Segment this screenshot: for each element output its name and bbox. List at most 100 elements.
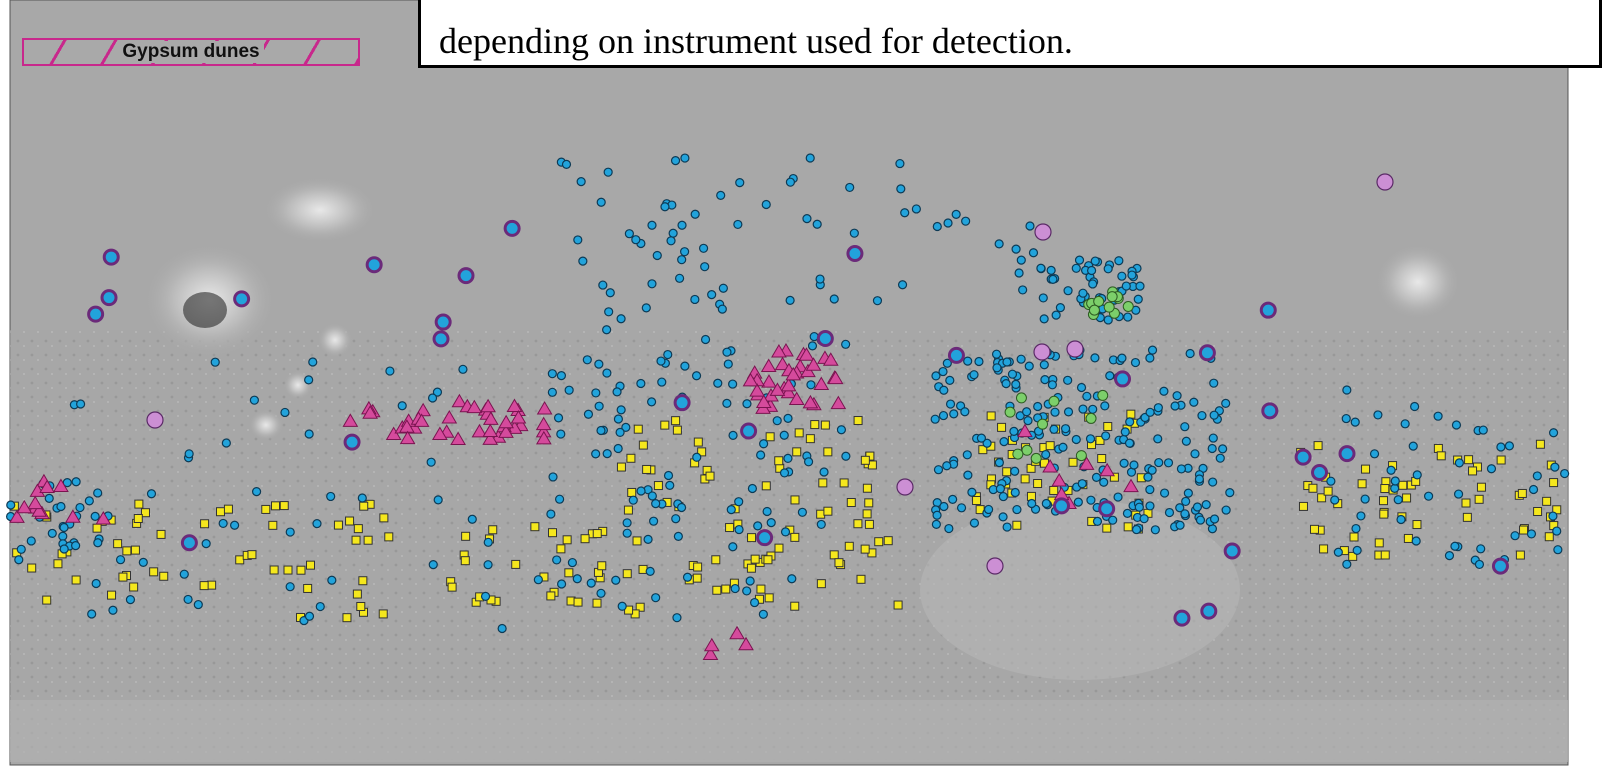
blue-marker xyxy=(185,450,193,458)
yellow-marker xyxy=(360,502,368,510)
blue-marker xyxy=(786,296,794,304)
blue-marker xyxy=(1029,249,1037,257)
yellow-marker xyxy=(334,521,342,529)
yellow-marker xyxy=(806,435,814,443)
blue-marker xyxy=(1130,461,1138,469)
blue-marker xyxy=(547,510,555,518)
blue-marker xyxy=(945,525,953,533)
blue-marker xyxy=(1154,435,1162,443)
yellow-marker xyxy=(643,465,651,473)
ring-marker xyxy=(1263,404,1277,418)
blue-marker xyxy=(1353,546,1361,554)
ring-marker xyxy=(1225,544,1239,558)
blue-marker xyxy=(429,394,437,402)
blue-marker xyxy=(950,410,958,418)
yellow-marker xyxy=(236,556,244,564)
yellow-marker xyxy=(894,601,902,609)
blue-marker xyxy=(1173,392,1181,400)
blue-marker xyxy=(1072,264,1080,272)
green-marker xyxy=(1005,407,1015,417)
blue-marker xyxy=(958,504,966,512)
blue-marker xyxy=(700,244,708,252)
blue-marker xyxy=(1089,280,1097,288)
volcano xyxy=(260,175,380,245)
ring-marker xyxy=(949,348,963,362)
yellow-marker xyxy=(795,429,803,437)
blue-marker xyxy=(940,386,948,394)
blue-marker xyxy=(434,496,442,504)
blue-marker xyxy=(1195,475,1203,483)
ring-marker xyxy=(758,531,772,545)
green-marker xyxy=(1031,453,1041,463)
yellow-marker xyxy=(791,496,799,504)
yellow-marker xyxy=(861,456,869,464)
blue-marker xyxy=(652,594,660,602)
blue-marker xyxy=(1047,266,1055,274)
blue-marker xyxy=(842,340,850,348)
yellow-marker xyxy=(357,602,365,610)
blue-marker xyxy=(1079,289,1087,297)
blue-marker xyxy=(316,603,324,611)
green-marker xyxy=(1038,419,1048,429)
blue-marker xyxy=(1176,521,1184,529)
blue-marker xyxy=(674,532,682,540)
blue-marker xyxy=(1146,408,1154,416)
blue-marker xyxy=(947,400,955,408)
blue-marker xyxy=(681,248,689,256)
yellow-marker xyxy=(1034,480,1042,488)
blue-marker xyxy=(1126,439,1134,447)
yellow-marker xyxy=(1550,479,1558,487)
caption: depending on instrument used for detecti… xyxy=(418,0,1602,68)
blue-marker xyxy=(1114,493,1122,501)
blue-marker xyxy=(1216,454,1224,462)
blue-marker xyxy=(1076,256,1084,264)
blue-marker xyxy=(780,431,788,439)
blue-marker xyxy=(1059,443,1067,451)
yellow-marker xyxy=(385,533,393,541)
yellow-marker xyxy=(673,426,681,434)
blue-marker xyxy=(328,576,336,584)
blue-marker xyxy=(1131,359,1139,367)
blue-marker xyxy=(1087,496,1095,504)
blue-marker xyxy=(1374,411,1382,419)
blue-marker xyxy=(850,229,858,237)
blue-marker xyxy=(573,575,581,583)
page: Gypsum dunes depending on instrument use… xyxy=(0,0,1602,782)
blue-marker xyxy=(1361,495,1369,503)
violet-marker xyxy=(1067,341,1083,357)
blue-marker xyxy=(27,537,35,545)
yellow-marker xyxy=(766,433,774,441)
blue-marker xyxy=(678,221,686,229)
yellow-marker xyxy=(1003,468,1011,476)
yellow-marker xyxy=(1399,481,1407,489)
blue-marker xyxy=(1146,354,1154,362)
blue-marker xyxy=(618,602,626,610)
blue-marker xyxy=(1088,266,1096,274)
blue-marker xyxy=(678,256,686,264)
blue-marker xyxy=(1012,380,1020,388)
blue-marker xyxy=(72,542,80,550)
ring-marker xyxy=(675,396,689,410)
yellow-marker xyxy=(712,556,720,564)
yellow-marker xyxy=(565,569,573,577)
yellow-marker xyxy=(1299,502,1307,510)
blue-marker xyxy=(684,573,692,581)
yellow-marker xyxy=(269,521,277,529)
yellow-marker xyxy=(353,590,361,598)
yellow-marker xyxy=(1545,533,1553,541)
blue-marker xyxy=(993,350,1001,358)
yellow-marker xyxy=(306,561,314,569)
blue-marker xyxy=(1186,350,1194,358)
yellow-marker xyxy=(973,496,981,504)
green-marker xyxy=(1076,451,1086,461)
blue-marker xyxy=(933,511,941,519)
ring-marker xyxy=(1200,346,1214,360)
blue-marker xyxy=(427,458,435,466)
blue-marker xyxy=(59,532,67,540)
blue-marker xyxy=(623,519,631,527)
blue-marker xyxy=(719,284,727,292)
yellow-marker xyxy=(1098,455,1106,463)
blue-marker xyxy=(597,198,605,206)
blue-marker xyxy=(672,515,680,523)
blue-marker xyxy=(7,501,15,509)
